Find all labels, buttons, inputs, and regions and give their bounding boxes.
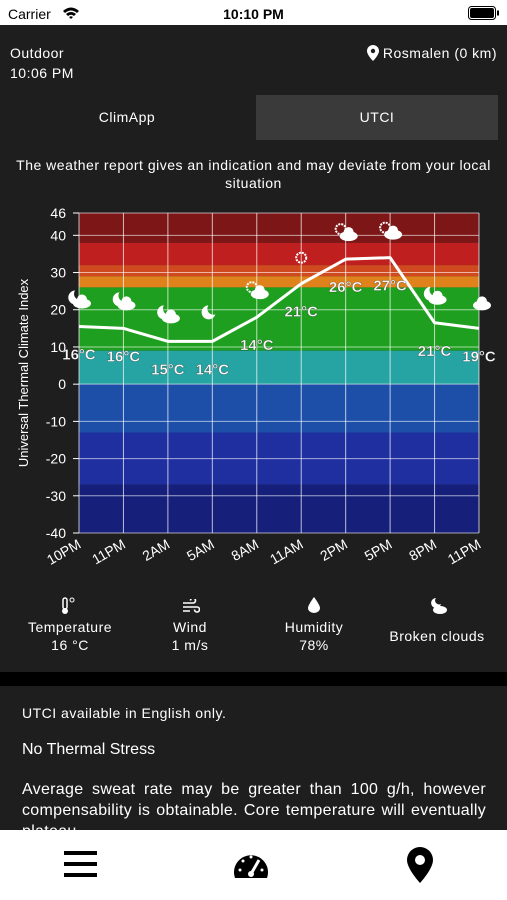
y-axis-label: Universal Thermal Climate Index [16, 278, 31, 467]
temperature-label: 16°C [62, 346, 96, 363]
stat-label: Temperature [27, 619, 113, 635]
y-tick-label: 30 [50, 265, 66, 281]
stress-band [79, 276, 479, 288]
y-tick-label: -10 [46, 413, 66, 429]
temperature-label: 19°C [462, 348, 496, 365]
x-tick-label: 11AM [267, 536, 306, 568]
stress-band [79, 287, 479, 351]
location-button[interactable] [406, 846, 434, 884]
stress-level: No Thermal Stress [22, 741, 156, 758]
y-tick-label: -30 [46, 488, 66, 504]
y-tick-label: -20 [46, 451, 66, 467]
temperature-label: 15°C [151, 361, 185, 378]
temperature-label: 21°C [418, 343, 452, 360]
pin-icon [366, 45, 379, 61]
stat-value: 16 °C [51, 637, 89, 653]
weather-icon [334, 223, 358, 242]
weather-icon [473, 296, 491, 311]
weather-icon [295, 251, 308, 264]
y-tick-label: 20 [50, 302, 66, 318]
cloud [254, 285, 265, 296]
temperature-label: 27°C [373, 278, 407, 295]
temperature-label: 26°C [329, 279, 363, 296]
temperature-label: 14°C [240, 337, 274, 354]
stat-value: 1 m/s [171, 637, 209, 653]
x-tick-label: 8PM [406, 536, 439, 564]
x-tick-label: 11PM [89, 536, 128, 568]
carrier: Carrier [8, 6, 51, 22]
stat-value: 78% [299, 637, 329, 653]
weather-icon [423, 286, 447, 305]
stat-label: Broken clouds [389, 628, 485, 644]
utci-chart: 46 40 30 20 10 0 -10 -20 -30 -40 Universal Thermal… [16, 205, 496, 568]
x-tick-label: 5AM [184, 536, 217, 564]
moon [201, 305, 216, 320]
language-note: UTCI available in English only. [22, 705, 227, 721]
y-tick-label: 40 [50, 227, 66, 243]
info-panel: UTCI available in English only. No Therm… [0, 686, 507, 830]
y-tick-label: 0 [58, 376, 66, 392]
nav-bar [0, 830, 507, 900]
menu-button[interactable] [64, 850, 97, 878]
weather-icon [245, 281, 269, 300]
gauge-button[interactable] [231, 848, 271, 880]
x-tick-label: 2AM [139, 536, 172, 564]
temperature-icon [62, 597, 75, 614]
x-tick-label: 11PM [445, 536, 484, 568]
stress-band [79, 242, 479, 266]
sun [295, 251, 308, 264]
stat-label: Wind [173, 619, 207, 635]
wifi-icon [63, 7, 79, 19]
stress-band [79, 484, 479, 533]
status-bar: Carrier 10:10 PM [0, 0, 507, 25]
mode: Outdoor [10, 45, 65, 61]
stress-band [79, 213, 479, 243]
stress-band [79, 265, 479, 277]
tab-utci[interactable]: UTCI [256, 95, 498, 140]
weather-icon [379, 221, 403, 240]
cloud [121, 296, 132, 307]
temperature-label: 16°C [107, 348, 141, 365]
wind-icon [183, 599, 200, 613]
humidity-icon [308, 597, 320, 613]
cloud [343, 227, 354, 238]
cloud [388, 225, 399, 236]
disclaimer: The weather report gives an indication a… [16, 157, 491, 191]
y-tick-label: 46 [50, 205, 66, 221]
temperature-label: 21°C [284, 304, 318, 321]
weather-icon [201, 305, 216, 320]
temperature-label: 14°C [196, 361, 230, 378]
weather-icon [68, 290, 91, 309]
y-tick-label: 10 [50, 339, 66, 355]
weather-panel: Outdoor 10:06 PM Rosmalen (0 km) ClimApp… [0, 25, 507, 672]
x-tick-label: 5PM [362, 536, 395, 564]
battery-icon [468, 6, 499, 20]
clouds-icon [431, 598, 447, 614]
weather-icon [157, 305, 180, 324]
stress-band [79, 350, 479, 385]
y-tick-label: -40 [46, 525, 66, 541]
utci-line [78, 256, 480, 343]
stats-row: Temperature 16 °C Wind 1 m/s Humidity 78… [0, 595, 507, 665]
cloud [165, 309, 176, 320]
stat-label: Humidity [284, 619, 344, 635]
x-tick-label: 8AM [228, 536, 261, 564]
location-name: Rosmalen (0 km) [382, 45, 497, 61]
weather-icon [112, 292, 136, 311]
tab-climapp[interactable]: ClimApp [0, 95, 254, 140]
cloud [432, 290, 443, 301]
cloud [77, 294, 87, 305]
location[interactable]: Rosmalen (0 km) [366, 45, 497, 61]
x-tick-label: 2PM [317, 536, 350, 564]
cloud [477, 296, 487, 307]
stress-description: Average sweat rate may be greater than 1… [22, 781, 486, 830]
report-time: 10:06 PM [10, 65, 74, 81]
stress-band [79, 384, 479, 433]
clock: 10:10 PM [223, 6, 284, 22]
